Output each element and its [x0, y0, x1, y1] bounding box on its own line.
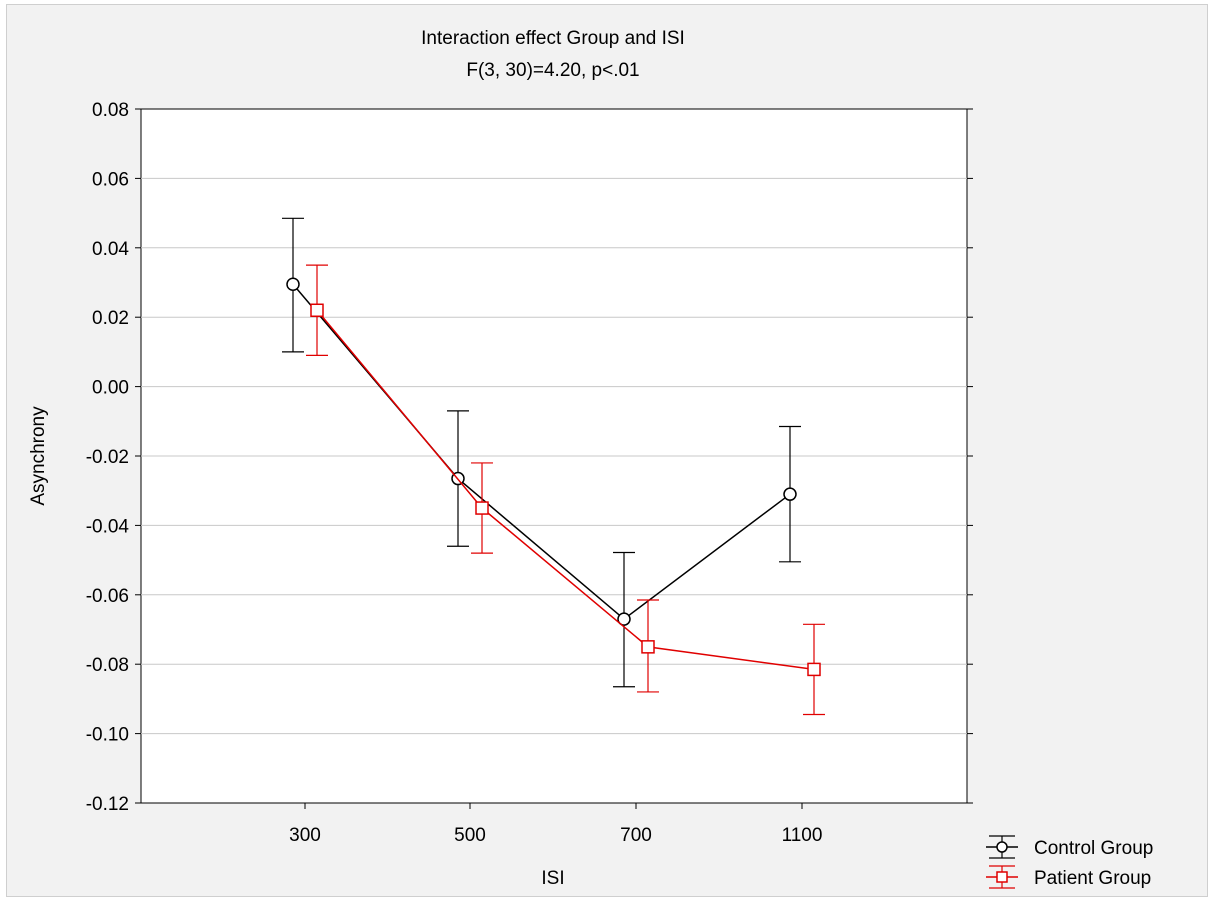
data-series [282, 217, 825, 716]
legend-marker [996, 871, 1008, 883]
x-axis: 300 500 700 1100 [289, 803, 822, 846]
chart-title: Interaction effect Group and ISI [421, 28, 685, 49]
y-tick-label: -0.08 [86, 655, 129, 676]
legend-label: Control Group [1034, 838, 1153, 859]
y-tick-label: -0.06 [86, 586, 129, 607]
data-point [783, 487, 797, 501]
y-tick-label: 0.00 [92, 378, 129, 399]
chart-subtitle: F(3, 30)=4.20, p<.01 [466, 60, 639, 81]
legend-label: Patient Group [1034, 868, 1151, 889]
y-axis: 0.08 0.06 0.04 0.02 0.00 -0.02 -0.04 -0.06 -0.08… [86, 100, 973, 815]
data-point [286, 277, 300, 291]
y-tick-label: -0.04 [86, 516, 130, 537]
y-tick-label: -0.02 [86, 447, 129, 468]
x-axis-label: ISI [541, 868, 564, 889]
y-tick-label: -0.10 [86, 725, 129, 746]
x-tick-label: 1100 [782, 825, 823, 846]
data-point [807, 662, 821, 677]
y-tick-label: 0.04 [92, 239, 129, 260]
legend: Control Group Patient Group [986, 835, 1153, 889]
data-point [641, 640, 655, 654]
series-line [316, 309, 815, 671]
legend-marker [996, 841, 1008, 853]
data-point [475, 501, 489, 515]
y-tick-label: 0.02 [92, 308, 129, 329]
data-point [310, 303, 324, 318]
grid-lines [141, 177, 967, 735]
x-tick-label: 500 [454, 825, 486, 846]
x-tick-label: 300 [289, 825, 321, 846]
data-point [617, 612, 631, 626]
y-tick-label: 0.08 [92, 100, 129, 121]
y-tick-label: -0.12 [86, 794, 129, 815]
y-tick-label: 0.06 [92, 169, 129, 190]
x-tick-label: 700 [620, 825, 652, 846]
y-axis-label: Asynchrony [28, 406, 49, 506]
